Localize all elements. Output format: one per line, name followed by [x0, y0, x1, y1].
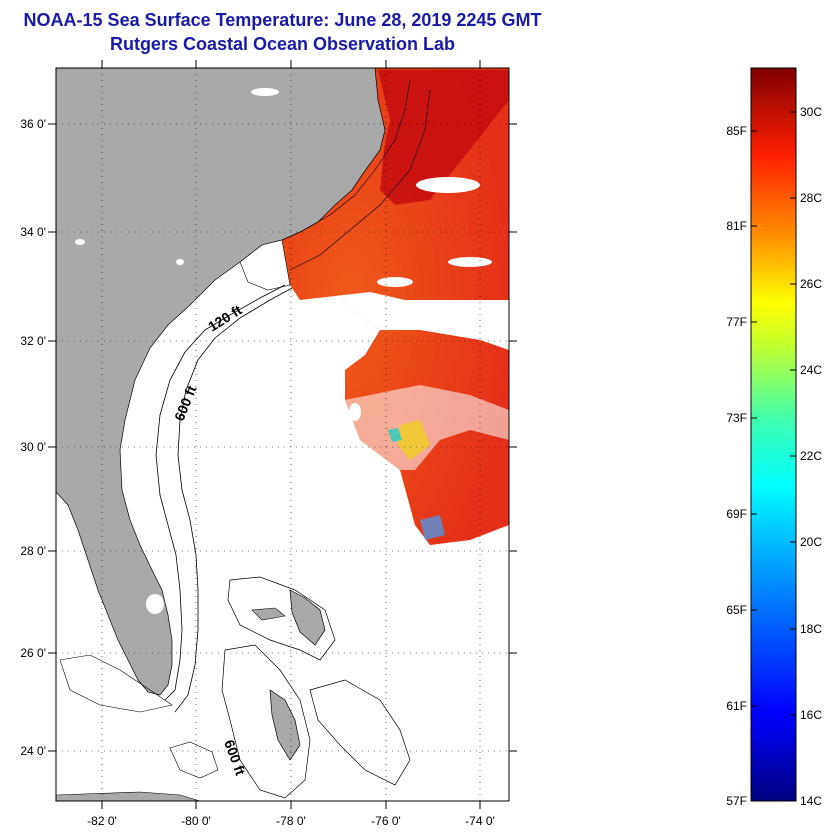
colorbar-celsius-labels: 30C 28C 26C 24C 22C 20C 18C 16C 14C	[800, 105, 822, 808]
lat-label: 36 0'	[20, 117, 46, 131]
fahrenheit-label: 65F	[726, 603, 747, 617]
fahrenheit-label: 57F	[726, 794, 747, 808]
fahrenheit-label: 69F	[726, 507, 747, 521]
celsius-label: 22C	[800, 449, 822, 463]
contour-florida-keys	[59, 654, 173, 713]
fahrenheit-label: 77F	[726, 315, 747, 329]
cloud-patch	[448, 257, 492, 267]
fahrenheit-label: 61F	[726, 699, 747, 713]
lake-icon	[146, 594, 164, 614]
contour-bahamas	[309, 679, 411, 786]
cloud-patch	[416, 177, 480, 193]
lon-label: -76 0'	[371, 814, 401, 828]
lon-label: -78 0'	[276, 814, 306, 828]
lat-label: 26 0'	[20, 646, 46, 660]
celsius-label: 26C	[800, 277, 822, 291]
land-cuba	[56, 791, 201, 801]
island-abaco	[289, 589, 326, 646]
celsius-label: 24C	[800, 363, 822, 377]
map-frame	[55, 67, 510, 802]
cloud-gap-1	[300, 292, 509, 350]
fahrenheit-label: 81F	[726, 219, 747, 233]
colorbar-ticks	[751, 111, 796, 716]
contour-120ft	[155, 284, 286, 701]
lat-label: 28 0'	[20, 544, 46, 558]
celsius-label: 14C	[800, 794, 822, 808]
celsius-label: 18C	[800, 622, 822, 636]
contour-shelf	[299, 79, 411, 233]
axis-ticks	[48, 60, 517, 809]
island-andros	[269, 689, 301, 761]
map-title: NOAA-15 Sea Surface Temperature: June 28…	[23, 10, 542, 30]
lon-label: -74 0'	[465, 814, 495, 828]
contour-bahamas	[227, 576, 336, 661]
contour-600ft	[174, 287, 293, 713]
colorbar	[750, 67, 797, 802]
no-data-patch	[239, 239, 291, 291]
colorbar-fahrenheit-labels: 85F 81F 77F 73F 69F 65F 61F 57F	[726, 124, 747, 808]
cloud-gap-2	[345, 385, 509, 470]
land-us-florida	[56, 68, 386, 696]
fahrenheit-label: 85F	[726, 124, 747, 138]
land-speck	[176, 259, 184, 265]
sst-hot-band	[378, 70, 509, 205]
lat-label: 24 0'	[20, 744, 46, 758]
lat-label: 30 0'	[20, 440, 46, 454]
cloud-patch	[349, 403, 361, 421]
celsius-label: 16C	[800, 708, 822, 722]
fahrenheit-label: 73F	[726, 411, 747, 425]
cool-patch	[398, 420, 430, 460]
map-subtitle: Rutgers Coastal Ocean Observation Lab	[109, 34, 456, 54]
longitude-labels: -82 0' -80 0' -78 0' -76 0' -74 0'	[87, 814, 495, 828]
contour-cuba	[169, 741, 219, 779]
celsius-label: 30C	[800, 105, 822, 119]
lat-label: 34 0'	[20, 225, 46, 239]
contour-shelf	[289, 89, 431, 271]
graticule	[56, 68, 509, 801]
lon-label: -80 0'	[181, 814, 211, 828]
lon-label: -82 0'	[87, 814, 117, 828]
celsius-label: 28C	[800, 191, 822, 205]
cool-patch	[388, 428, 402, 442]
latitude-labels: 36 0' 34 0' 32 0' 30 0' 28 0' 26 0' 24 0…	[20, 117, 46, 758]
cool-patch	[420, 515, 445, 540]
contour-bahamas	[221, 644, 311, 799]
land-speck	[75, 239, 85, 245]
land-speck	[251, 88, 279, 96]
lat-label: 32 0'	[20, 334, 46, 348]
celsius-label: 20C	[800, 535, 822, 549]
cloud-patch	[377, 277, 413, 287]
island-grand-bahama	[251, 607, 286, 621]
